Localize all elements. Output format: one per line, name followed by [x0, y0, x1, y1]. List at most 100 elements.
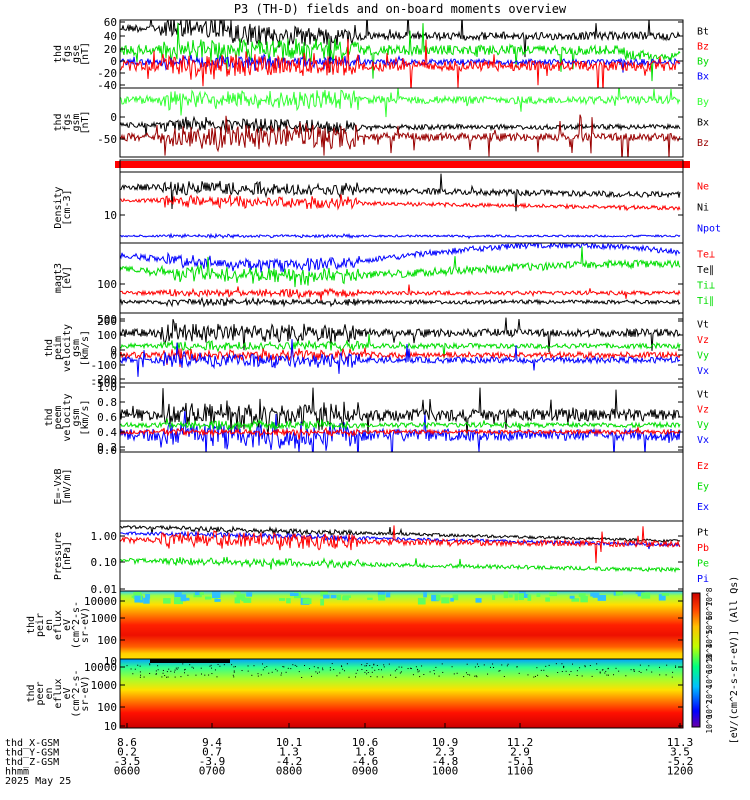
spectrogram-dot	[390, 674, 392, 676]
spectrogram-dot	[214, 669, 216, 671]
spectrogram-dot	[607, 674, 609, 676]
spectrogram-gap	[150, 659, 230, 663]
spectrogram-dot	[315, 671, 317, 673]
y-label: [eV]	[62, 266, 73, 290]
spectrogram-dot	[280, 674, 282, 676]
y-tick-label: 0.2	[97, 441, 117, 454]
spectrogram-dot	[340, 665, 342, 667]
spectrogram-patch	[436, 594, 441, 601]
panel-traces	[120, 20, 681, 88]
y-label: gsm	[71, 113, 82, 131]
trace-by	[120, 88, 681, 118]
spectrogram-patch	[367, 597, 373, 600]
trace-bz	[120, 114, 681, 157]
footer-value: 8.6	[117, 736, 137, 749]
spectrogram-dot	[336, 675, 338, 677]
legend-Ti∥: Ti∥	[697, 296, 714, 307]
spectrogram-dot	[469, 674, 471, 676]
spectrogram-dot	[137, 664, 139, 666]
legend-By: By	[697, 97, 709, 108]
y-label: eV	[62, 687, 73, 699]
spectrogram-dot	[223, 664, 225, 666]
y-label: fgs	[62, 113, 73, 131]
spectrogram-dot	[605, 670, 607, 672]
spectrogram-dot	[415, 666, 417, 668]
spectrogram-patch	[180, 594, 187, 602]
spectrogram-dot	[233, 670, 235, 672]
y-label: en	[44, 687, 55, 699]
legend-Vt: Vt	[697, 389, 709, 400]
y-tick-label: 200	[97, 315, 117, 328]
spectrogram-patch	[597, 594, 607, 601]
spectrogram-dot	[606, 674, 608, 676]
spectrogram-dot	[545, 665, 547, 667]
spectrogram-dot	[476, 663, 478, 665]
spectrogram-dot	[398, 666, 400, 668]
spectrogram-patch	[199, 592, 205, 595]
y-label: [km/s]	[80, 399, 91, 435]
spectrogram-dot	[493, 666, 495, 668]
colorbar-tick: 10^4	[705, 643, 714, 662]
footer-value: 1200	[667, 765, 694, 778]
spectrogram-dot	[604, 672, 606, 674]
panel-5: 2001000-100-200thdpeimvelocitygsm[km/s]V…	[44, 312, 709, 386]
spectrogram-patch	[658, 594, 666, 601]
spectrogram-dot	[568, 674, 570, 676]
spectrogram-patch	[377, 591, 386, 597]
spectrogram-dot	[355, 676, 357, 678]
y-label: thd	[44, 339, 55, 357]
trace-vx	[120, 408, 681, 452]
spectrogram-dot	[364, 665, 366, 667]
y-tick-label: 0	[110, 344, 117, 357]
spectrogram-dot	[401, 666, 403, 668]
spectrogram-dot	[625, 675, 627, 677]
spectrogram-dot	[139, 671, 141, 673]
spectrogram-dot	[489, 666, 491, 668]
spectrogram-dot	[130, 668, 132, 670]
spectrogram-dot	[317, 667, 319, 669]
spectrogram-dot	[418, 670, 420, 672]
spectrogram-dot	[132, 673, 134, 675]
spectrogram-dot	[233, 671, 235, 673]
y-tick-label: 10000	[84, 661, 117, 674]
spectrogram-dot	[266, 665, 268, 667]
spectrogram-dot	[182, 663, 184, 665]
spectrogram-patch	[241, 597, 246, 602]
spectrogram-dot	[290, 668, 292, 670]
trace-ne	[120, 194, 681, 212]
spectrogram-dot	[442, 671, 444, 673]
spectrogram-patch	[320, 591, 328, 597]
spectrogram-dot	[149, 664, 151, 666]
colorbar-tick: 10^2	[705, 699, 714, 718]
spectrogram-dot	[640, 672, 642, 674]
legend-Pe: Pe	[697, 559, 709, 570]
spectrogram-dot	[589, 665, 591, 667]
trace-bx	[120, 115, 681, 137]
spectrogram-dot	[400, 671, 402, 673]
spectrogram-dot	[599, 672, 601, 674]
spectrogram-dot	[275, 668, 277, 670]
spectrogram-dot	[234, 666, 236, 668]
legend-Pt: Pt	[697, 528, 709, 539]
spectrogram-dot	[536, 667, 538, 669]
trace-npot	[120, 232, 681, 240]
spectrogram-dot	[527, 674, 529, 676]
spectrogram-dot	[175, 667, 177, 669]
panel-traces	[120, 243, 681, 308]
y-label: velocity	[62, 393, 73, 441]
spectrogram-dot	[166, 676, 168, 678]
spectrogram-dot	[162, 672, 164, 674]
footer-value: -4.2	[276, 755, 303, 768]
spectrogram-dot	[139, 665, 141, 667]
spectrogram-dot	[507, 663, 509, 665]
footer-value: 2.3	[435, 746, 455, 759]
spectrogram-patch	[441, 597, 450, 604]
spectrogram-dot	[184, 668, 186, 670]
legend-Ni: Ni	[697, 203, 709, 214]
spectrogram-patch	[378, 594, 386, 601]
y-tick-label: 0	[110, 349, 117, 362]
spectrogram-patch	[453, 594, 458, 598]
legend-Vy: Vy	[697, 351, 709, 362]
colorbar-tick: 10^5	[705, 629, 714, 648]
footer-value: 1.8	[355, 746, 375, 759]
